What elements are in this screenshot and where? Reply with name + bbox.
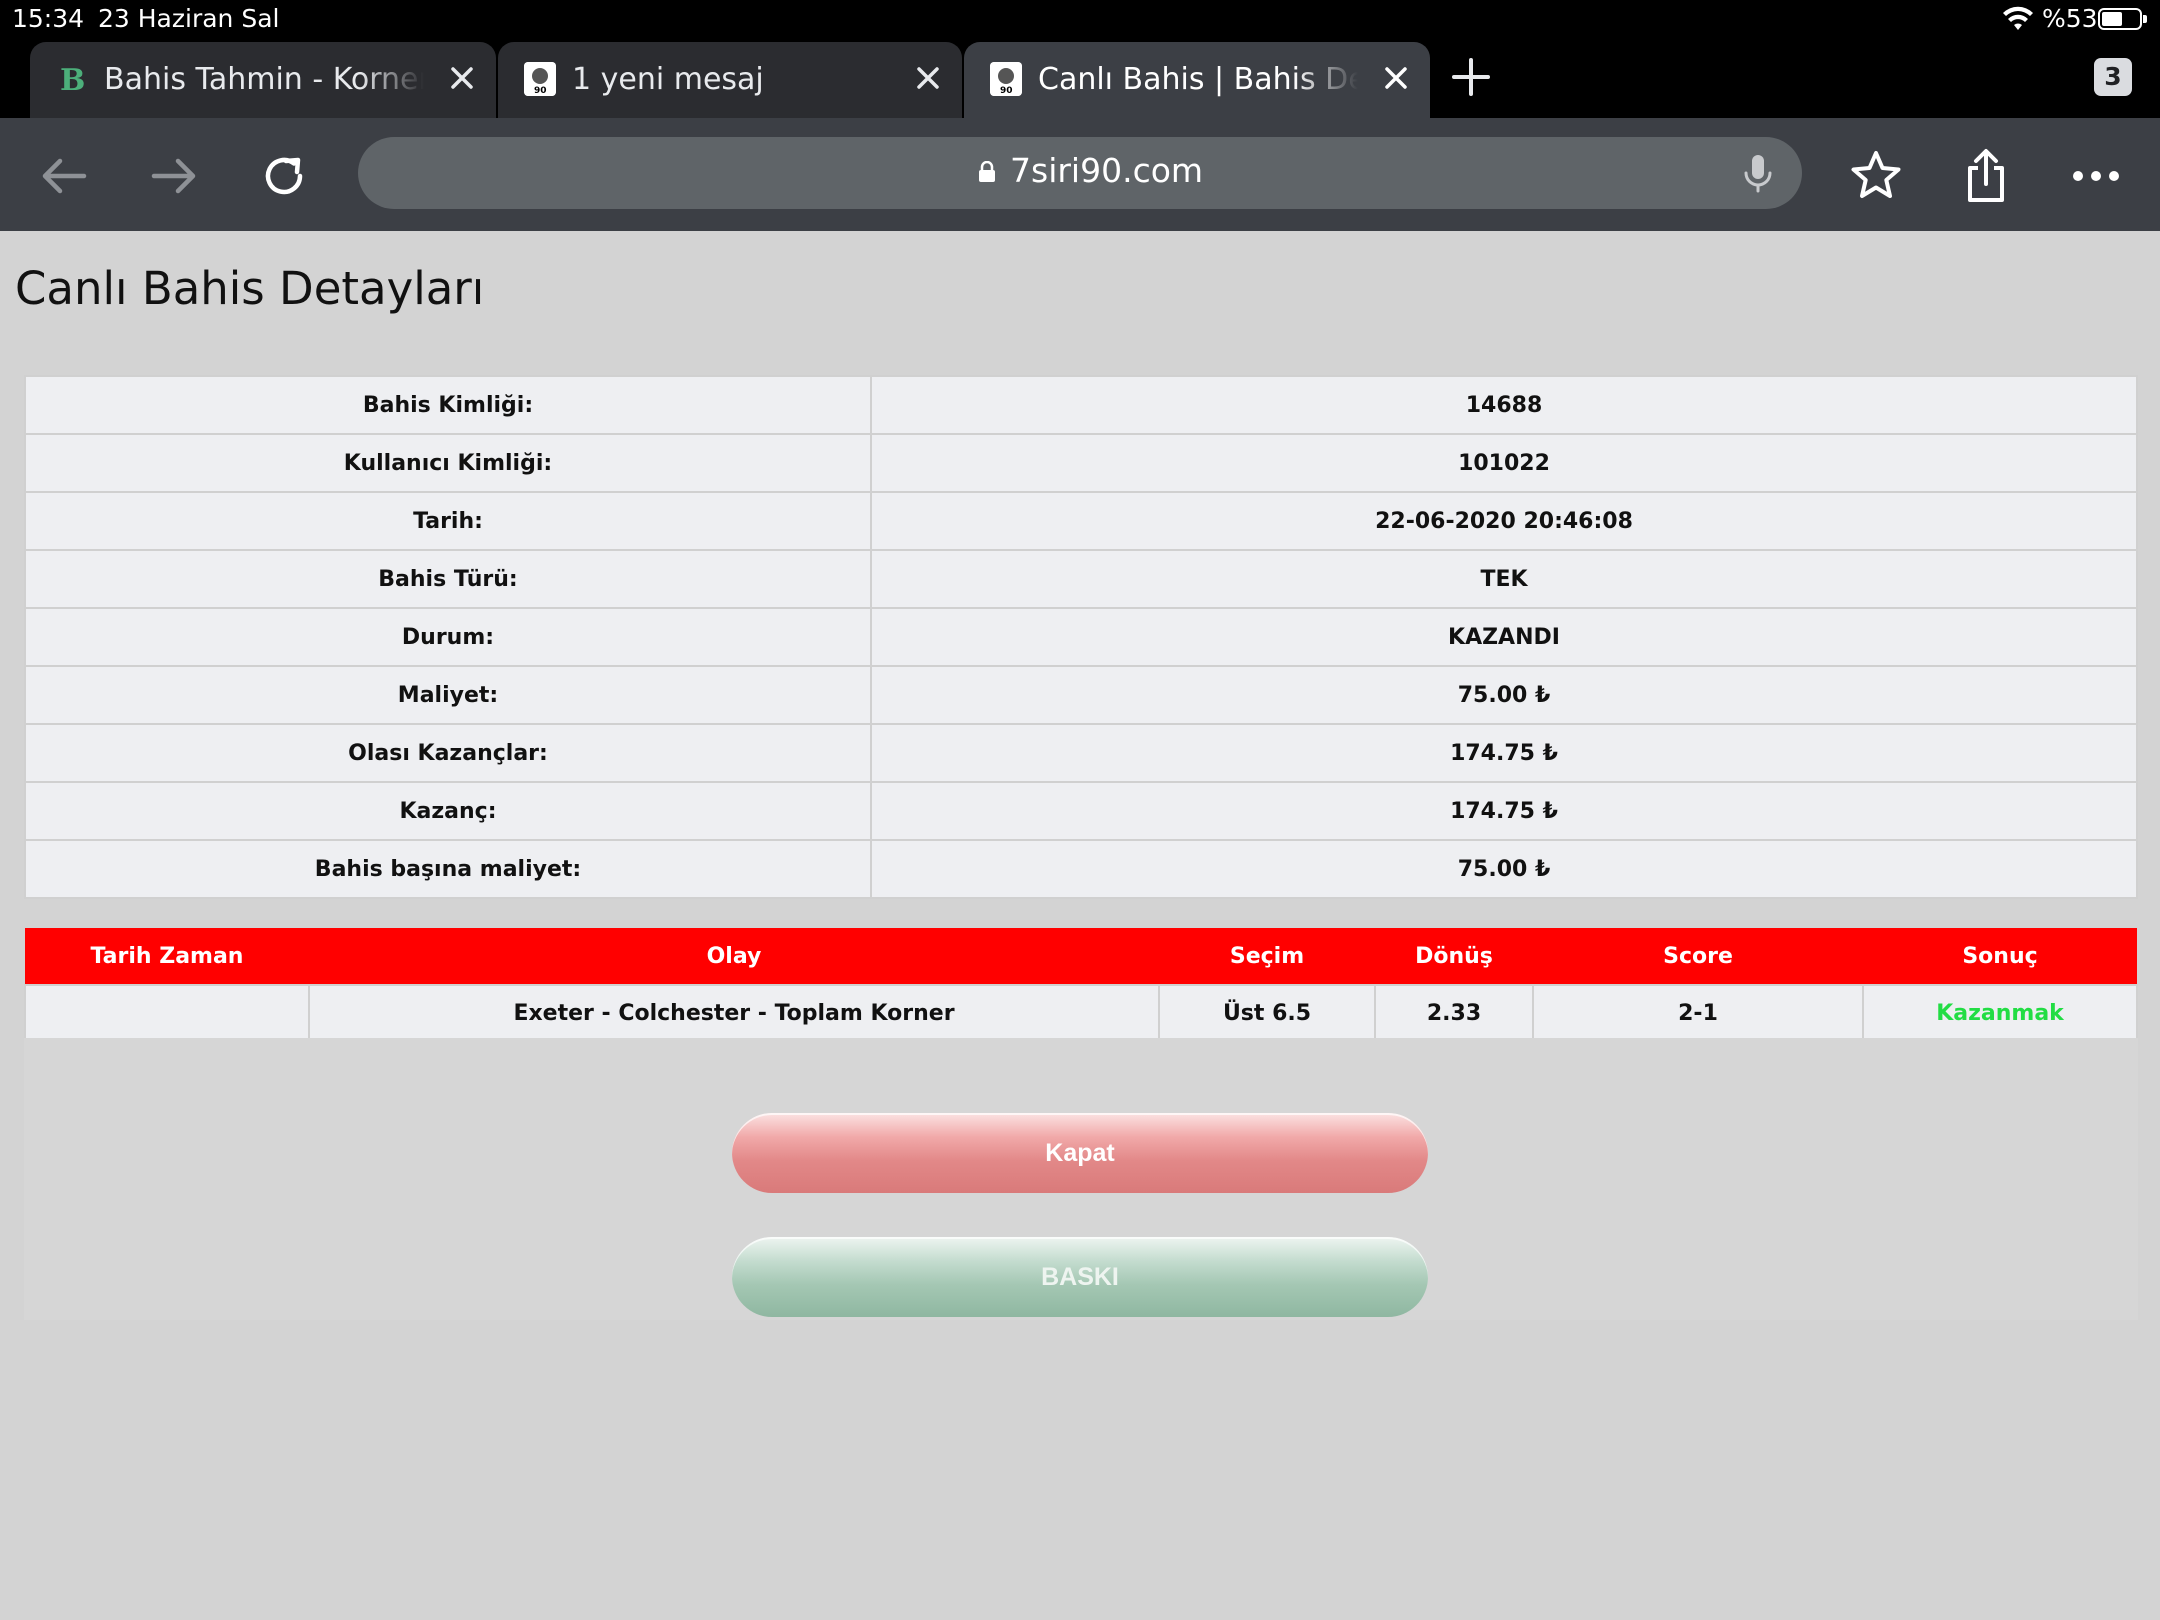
status-date: 23 Haziran Sal [98, 4, 280, 33]
table-row: Bahis başına maliyet: 75.00 ₺ [24, 839, 2138, 899]
tab-count-button[interactable]: 3 [2094, 58, 2132, 96]
detail-value: 174.75 ₺ [870, 781, 2138, 841]
battery-percent: %53 [2042, 4, 2098, 33]
tab-title: 1 yeni mesaj [572, 62, 764, 97]
wifi-icon [2003, 6, 2033, 30]
tab-title: Canlı Bahis | Bahis Detayları [1038, 62, 1358, 97]
detail-label: Bahis başına maliyet: [24, 839, 872, 899]
bookmark-star-icon[interactable] [1848, 148, 1904, 204]
back-icon[interactable] [36, 148, 92, 204]
detail-label: Maliyet: [24, 665, 872, 725]
detail-value: TEK [870, 549, 2138, 609]
detail-value: KAZANDI [870, 607, 2138, 667]
detail-value: 174.75 ₺ [870, 723, 2138, 783]
svg-text:90: 90 [534, 86, 547, 96]
detail-value: 75.00 ₺ [870, 839, 2138, 899]
status-bar: 15:34 23 Haziran Sal %53 [0, 0, 2160, 38]
detail-label: Kullanıcı Kimliği: [24, 433, 872, 493]
table-row: Tarih: 22-06-2020 20:46:08 [24, 491, 2138, 551]
more-menu-icon[interactable] [2068, 148, 2124, 204]
browser-toolbar: 7siri90.com [0, 118, 2160, 231]
tab-bahis-tahmin[interactable]: B Bahis Tahmin - Korner bahis [30, 42, 496, 118]
table-header-row: Tarih Zaman Olay Seçim Dönüş Score Sonuç [25, 928, 2137, 985]
lock-icon [979, 161, 995, 182]
detail-label: Durum: [24, 607, 872, 667]
address-bar[interactable]: 7siri90.com [358, 137, 1802, 209]
detail-value: 22-06-2020 20:46:08 [870, 491, 2138, 551]
detail-value: 14688 [870, 375, 2138, 435]
table-row: Maliyet: 75.00 ₺ [24, 665, 2138, 725]
status-time: 15:34 [12, 4, 85, 33]
close-button[interactable]: Kapat [732, 1113, 1428, 1193]
table-row: Exeter - Colchester - Toplam Korner Üst … [24, 984, 2138, 1042]
detail-value: 101022 [870, 433, 2138, 493]
event-result: Kazanmak [1862, 984, 2138, 1042]
reload-icon[interactable] [256, 148, 312, 204]
microphone-icon[interactable] [1740, 153, 1776, 193]
detail-value: 75.00 ₺ [870, 665, 2138, 725]
column-header-odds: Dönüş [1375, 928, 1533, 985]
page-title: Canlı Bahis Detayları [15, 262, 485, 315]
event-odds: 2.33 [1374, 984, 1534, 1042]
detail-label: Bahis Kimliği: [24, 375, 872, 435]
table-row: Bahis Kimliği: 14688 [24, 375, 2138, 435]
tab-title: Bahis Tahmin - Korner bahis [104, 62, 424, 97]
battery-icon [2098, 8, 2147, 30]
detail-label: Bahis Türü: [24, 549, 872, 609]
close-icon[interactable] [912, 62, 944, 94]
event-score: 2-1 [1532, 984, 1864, 1042]
svg-text:90: 90 [1000, 86, 1013, 96]
bet-details-table: Bahis Kimliği: 14688 Kullanıcı Kimliği: … [24, 375, 2138, 899]
green-b-icon: B [60, 63, 85, 96]
table-row: Bahis Türü: TEK [24, 549, 2138, 609]
detail-label: Kazanç: [24, 781, 872, 841]
close-icon[interactable] [446, 62, 478, 94]
table-row: Kullanıcı Kimliği: 101022 [24, 433, 2138, 493]
tab-yeni-mesaj[interactable]: 90 1 yeni mesaj [498, 42, 962, 118]
print-button[interactable]: BASKI [732, 1237, 1428, 1317]
close-icon[interactable] [1380, 62, 1412, 94]
table-row: Kazanç: 174.75 ₺ [24, 781, 2138, 841]
bet-events-table: Tarih Zaman Olay Seçim Dönüş Score Sonuç… [24, 928, 2138, 1042]
column-header-score: Score [1533, 928, 1863, 985]
table-row: Durum: KAZANDI [24, 607, 2138, 667]
column-header-datetime: Tarih Zaman [25, 928, 309, 985]
share-icon[interactable] [1958, 148, 2014, 204]
column-header-result: Sonuç [1863, 928, 2137, 985]
forward-icon[interactable] [146, 148, 202, 204]
site-favicon-icon: 90 [524, 62, 556, 96]
event-datetime [24, 984, 310, 1042]
detail-label: Tarih: [24, 491, 872, 551]
new-tab-icon[interactable] [1450, 56, 1492, 98]
column-header-selection: Seçim [1159, 928, 1375, 985]
url-text: 7siri90.com [1010, 151, 1204, 190]
site-favicon-icon: 90 [990, 62, 1022, 96]
tab-bar: B Bahis Tahmin - Korner bahis 90 1 yeni … [0, 38, 2160, 118]
event-name: Exeter - Colchester - Toplam Korner [308, 984, 1160, 1042]
tab-canli-bahis[interactable]: 90 Canlı Bahis | Bahis Detayları [964, 42, 1430, 118]
detail-label: Olası Kazançlar: [24, 723, 872, 783]
table-row: Olası Kazançlar: 174.75 ₺ [24, 723, 2138, 783]
svg-text:B: B [60, 63, 85, 96]
column-header-event: Olay [309, 928, 1159, 985]
event-selection: Üst 6.5 [1158, 984, 1376, 1042]
